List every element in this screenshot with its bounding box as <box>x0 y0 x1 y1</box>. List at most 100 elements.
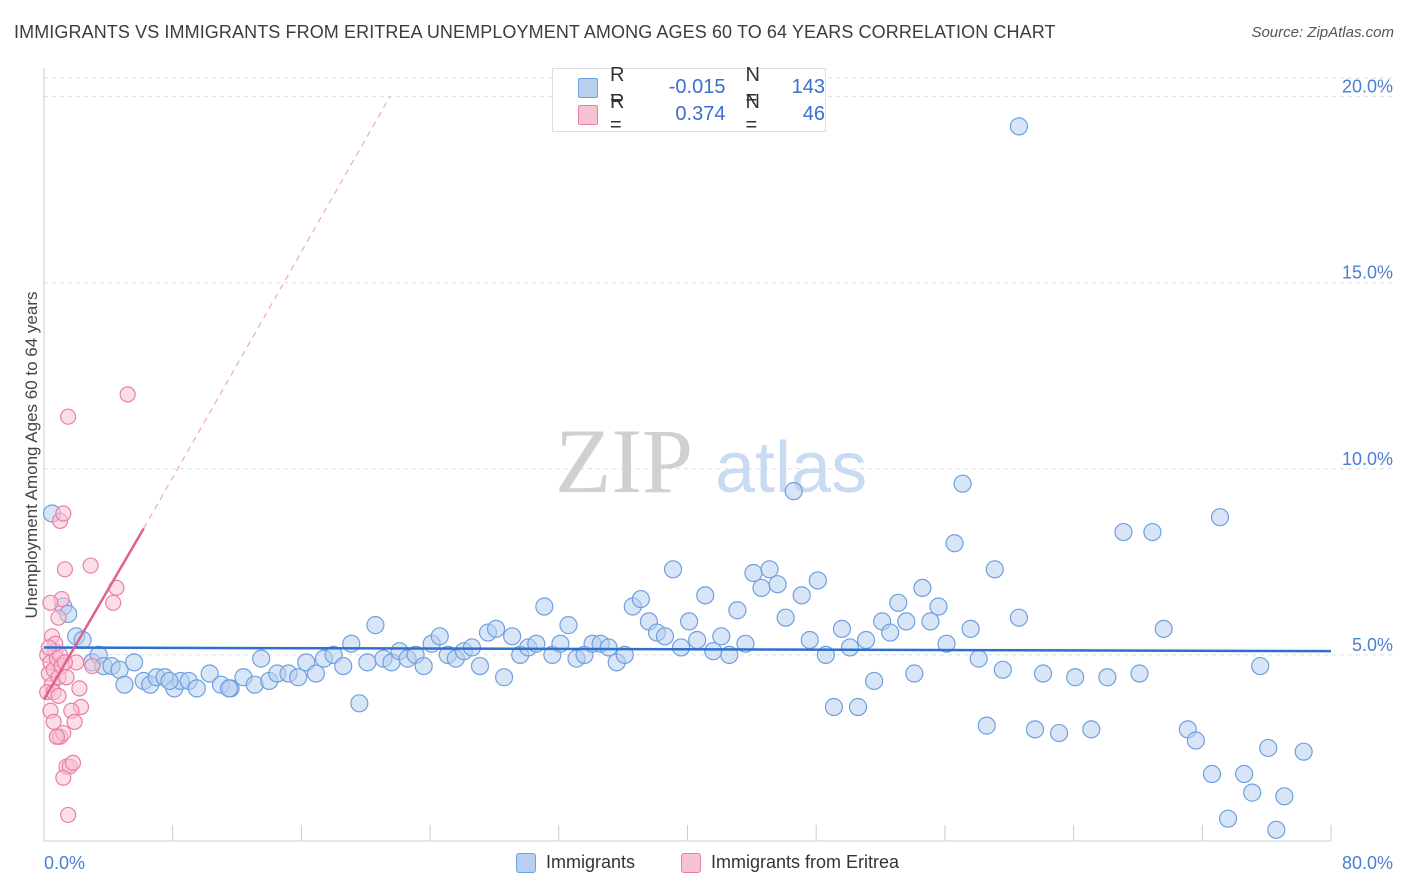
point-immigrants <box>1267 820 1286 839</box>
trend-line-immigrants <box>43 646 1332 653</box>
point-immigrants <box>1275 787 1294 806</box>
legend-n-value-1: 143 <box>791 75 825 98</box>
point-immigrants <box>306 664 325 683</box>
point-eritrea <box>66 713 83 730</box>
point-immigrants <box>219 679 239 698</box>
watermark: ZIP atlas <box>555 410 867 512</box>
legend-r-label: R = <box>610 91 625 136</box>
trend-line-eritrea-extension <box>143 96 391 529</box>
legend-r-label: R = <box>610 64 625 109</box>
point-immigrants <box>752 578 771 598</box>
point-immigrants <box>366 616 385 635</box>
point-immigrants <box>744 563 763 583</box>
point-immigrants <box>1210 508 1230 527</box>
point-eritrea <box>48 728 65 745</box>
point-immigrants <box>712 627 731 646</box>
legend-swatch-blue <box>578 78 598 98</box>
legend-n-label: N = <box>745 64 760 109</box>
point-immigrants <box>881 623 900 642</box>
point-immigrants <box>1186 731 1205 750</box>
point-immigrants <box>897 612 916 631</box>
trend-line-eritrea <box>42 527 145 701</box>
legend-row-immigrants: R = -0.015 N = 143 <box>578 64 825 109</box>
point-eritrea <box>119 386 136 403</box>
point-immigrants <box>736 634 755 653</box>
point-immigrants <box>1098 668 1117 687</box>
point-immigrants <box>832 619 852 638</box>
point-immigrants <box>187 679 206 698</box>
point-immigrants <box>1243 783 1262 802</box>
point-immigrants <box>631 589 650 609</box>
point-immigrants <box>1009 117 1029 136</box>
x-tick-label-max: 80.0% <box>1342 853 1393 873</box>
point-immigrants <box>1130 664 1149 683</box>
point-immigrants <box>342 634 361 653</box>
point-immigrants <box>921 612 940 631</box>
legend-swatch-pink <box>578 105 598 125</box>
point-immigrants <box>905 664 924 683</box>
point-immigrants <box>776 608 795 627</box>
point-eritrea <box>82 557 99 574</box>
point-immigrants <box>671 638 691 657</box>
point-eritrea <box>50 687 67 704</box>
point-eritrea <box>42 594 59 611</box>
point-immigrants <box>334 656 353 676</box>
point-immigrants <box>358 653 377 672</box>
point-immigrants <box>848 697 868 717</box>
point-immigrants <box>1082 720 1101 739</box>
point-eritrea <box>56 561 74 578</box>
point-immigrants <box>615 645 634 665</box>
correlation-legend: R = -0.015 N = 143 R = 0.374 N = 46 <box>552 64 826 136</box>
point-immigrants <box>414 656 433 676</box>
point-immigrants <box>503 627 522 646</box>
point-eritrea <box>55 769 72 786</box>
point-immigrants <box>784 482 803 501</box>
point-immigrants <box>961 619 980 638</box>
point-immigrants <box>728 601 747 620</box>
point-immigrants <box>704 642 723 661</box>
point-immigrants <box>470 656 490 676</box>
y-tick-label: 20.0% <box>1342 77 1393 97</box>
point-immigrants <box>535 597 554 616</box>
point-immigrants <box>124 653 144 672</box>
point-immigrants <box>599 638 618 657</box>
bottom-legend-immigrants: Immigrants <box>516 852 635 873</box>
point-eritrea <box>71 680 88 697</box>
point-eritrea <box>50 609 67 626</box>
gridlines <box>44 77 1392 656</box>
point-immigrants <box>289 668 308 687</box>
point-immigrants <box>680 612 699 631</box>
point-eritrea <box>60 408 77 425</box>
chart-title: IMMIGRANTS VS IMMIGRANTS FROM ERITREA UN… <box>14 22 1056 42</box>
bottom-legend-swatch-pink <box>681 852 701 873</box>
point-immigrants <box>1050 723 1069 743</box>
point-immigrants <box>655 627 675 646</box>
point-immigrants <box>350 694 369 713</box>
source-label: Source: ZipAtlas.com <box>1251 24 1394 41</box>
point-immigrants <box>1143 522 1162 542</box>
bottom-legend-label-immigrants: Immigrants <box>546 852 636 872</box>
series-eritrea-points <box>39 386 136 824</box>
point-immigrants <box>495 668 514 687</box>
point-immigrants <box>1066 668 1085 687</box>
point-immigrants <box>953 474 972 493</box>
y-tick-label: 5.0% <box>1352 635 1393 655</box>
point-immigrants <box>1114 522 1133 542</box>
point-immigrants <box>824 697 843 717</box>
point-immigrants <box>889 593 908 612</box>
point-immigrants <box>252 649 271 668</box>
point-immigrants <box>937 634 956 653</box>
point-immigrants <box>865 671 884 691</box>
point-immigrants <box>430 627 449 646</box>
point-immigrants <box>1259 738 1278 758</box>
point-immigrants <box>1033 664 1053 683</box>
point-immigrants <box>1218 809 1238 828</box>
point-immigrants <box>856 630 876 650</box>
y-tick-label: 15.0% <box>1342 263 1393 283</box>
point-immigrants <box>160 671 179 691</box>
point-immigrants <box>913 578 932 598</box>
point-immigrants <box>696 586 715 605</box>
point-immigrants <box>1202 764 1222 784</box>
point-immigrants <box>559 616 578 635</box>
point-immigrants <box>808 571 827 590</box>
